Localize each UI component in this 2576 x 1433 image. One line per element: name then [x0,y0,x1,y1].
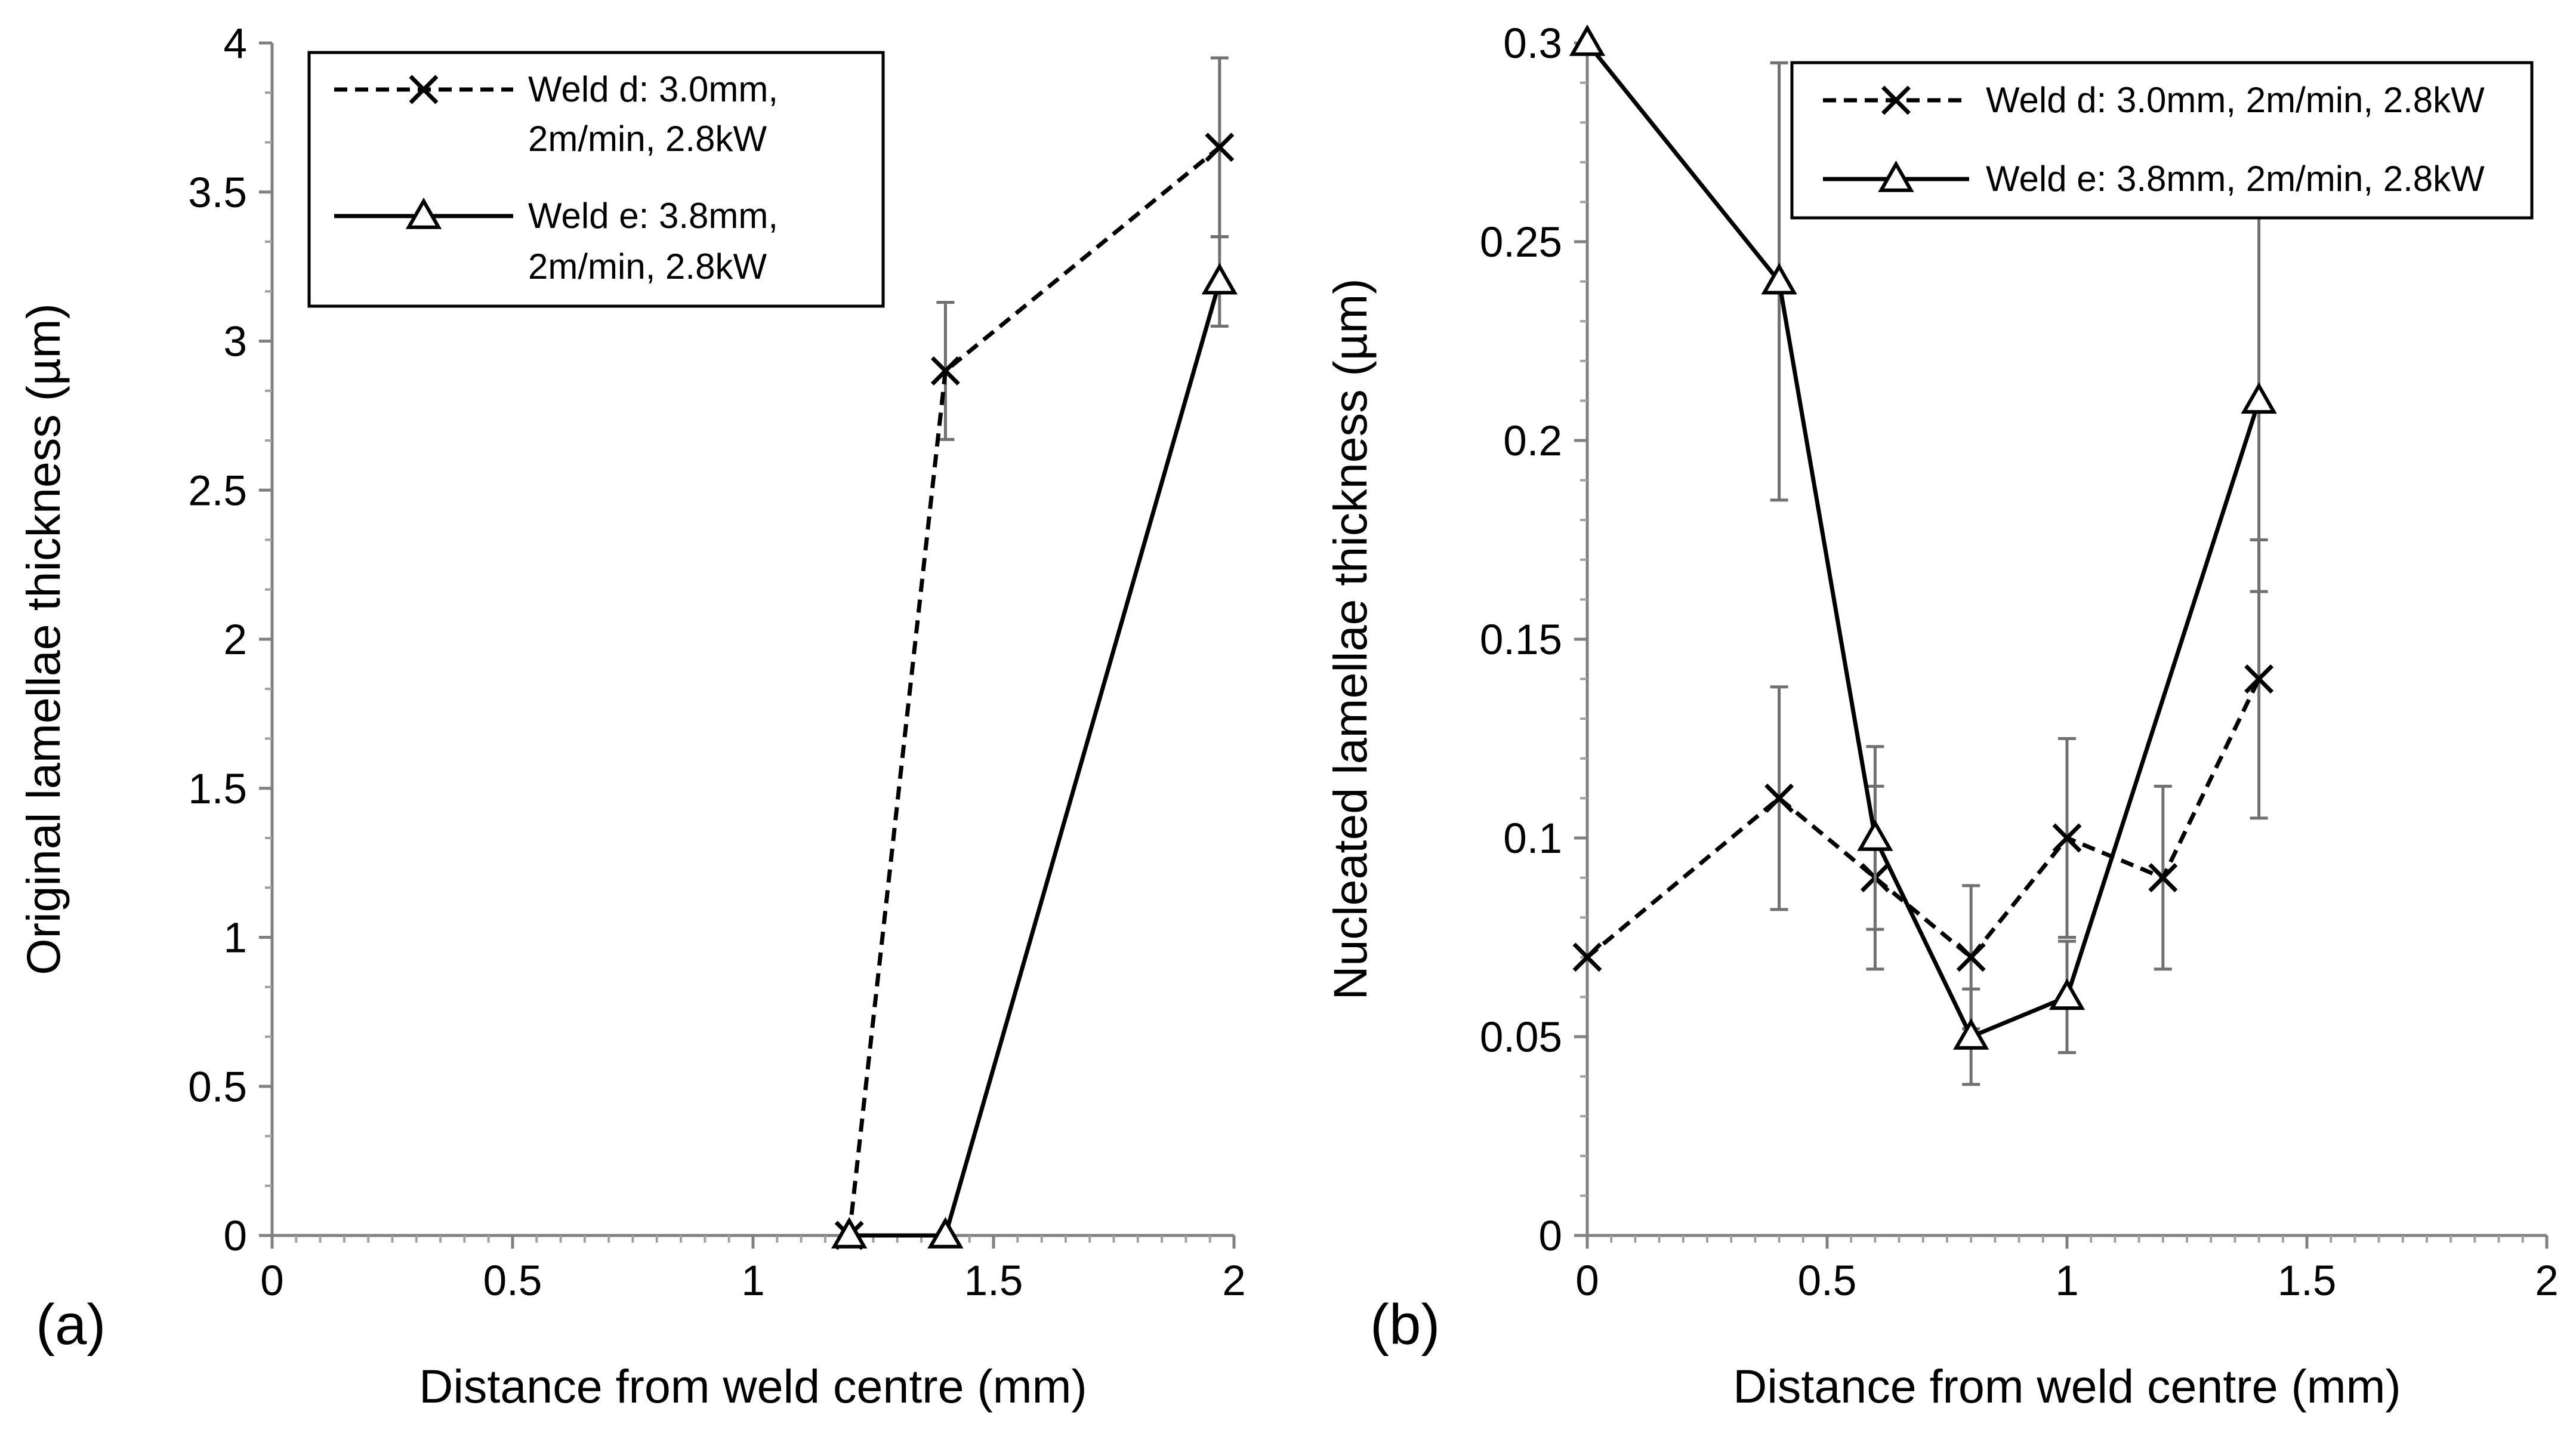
series-weld-e [1569,24,2277,1086]
triangle-marker [1878,160,1914,192]
triangle-marker [1857,819,1893,851]
x-tick-label: 1.5 [2278,1258,2337,1305]
x-tick-label: 1.5 [964,1258,1023,1305]
x-tick-label: 1 [741,1258,765,1305]
y-tick-label: 0.15 [1480,617,1562,664]
triangle-marker [1953,1018,1989,1050]
y-tick-label: 2 [224,617,248,664]
triangle-marker [405,197,442,229]
series-weld-e [831,235,1238,1249]
x-marker [1881,85,1911,115]
panel-label: (b) [1370,1293,1440,1357]
x-tick-label: 2 [2535,1258,2559,1305]
triangle-marker [1201,263,1238,295]
panel-label: (a) [36,1293,106,1357]
x-tick-label: 0 [1575,1258,1599,1305]
x-tick-label: 0.5 [483,1258,542,1305]
series-weld-d [1572,538,2274,1031]
triangle-marker [2241,382,2277,414]
y-tick-label: 0.05 [1480,1014,1562,1061]
legend-entry-label: Weld d: 3.0mm, 2m/min, 2.8kW [1986,80,2485,120]
y-tick-label: 0.1 [1503,815,1562,862]
chart-panel-b: 0 0.05 0.1 0.15 0.2 0.25 0.3 0 0.5 1 1.5 2 Distance … [1324,20,2559,1413]
y-axis-title: Original lamellae thickness (µm) [17,303,70,975]
chart-panel-a: 0 0.5 1 1.5 2 2.5 3 3.5 4 0 0.5 1 1.5 2 Distance from … [17,20,1246,1413]
legend-entry-label: 2m/min, 2.8kW [528,246,767,286]
legend-box [1790,61,2534,220]
x-marker [409,75,439,104]
series-line [849,281,1222,1238]
series-line [847,146,1221,1236]
x-marker [2052,823,2082,853]
x-tick-label: 0.5 [1798,1258,1857,1305]
triangle-marker [927,1216,964,1249]
legend: Weld d: 3.0mm, 2m/min, 2.8kW Weld e: 3.8m… [1790,61,2534,220]
legend-entry-label: 2m/min, 2.8kW [528,119,767,159]
legend-entry-label: Weld d: 3.0mm, [528,69,778,109]
x-marker [1764,783,1794,813]
y-tick-label: 0 [1539,1213,1563,1260]
x-marker [1205,132,1235,162]
y-tick-label: 0.25 [1480,219,1562,266]
y-tick-label: 4 [224,20,248,67]
x-marker [1956,942,1986,972]
x-marker [2244,664,2274,694]
y-tick-label: 1.5 [188,766,247,813]
legend-box [307,51,885,308]
x-tick-label: 1 [2055,1258,2079,1305]
triangle-marker [2049,978,2086,1010]
y-tick-label: 0.5 [188,1064,247,1111]
x-tick-label: 2 [1222,1258,1246,1305]
series-line [1585,678,2261,960]
triangle-marker [1569,24,1606,56]
y-tick-label: 0.3 [1503,20,1562,67]
x-marker [2148,863,2178,893]
legend: Weld d: 3.0mm, 2m/min, 2.8kW Weld e: 3.8mm… [307,51,885,308]
x-axis-title: Distance from weld centre (mm) [1733,1360,2401,1413]
legend-entry-label: Weld e: 3.8mm, [528,196,778,236]
x-marker [930,356,960,386]
series-line [1585,41,2261,1040]
y-tick-label: 3.5 [188,170,247,217]
triangle-marker [1761,263,1797,295]
x-tick-label: 0 [260,1258,284,1305]
y-tick-label: 2.5 [188,467,247,514]
y-tick-label: 1 [224,915,248,962]
legend-entry-label: Weld e: 3.8mm, 2m/min, 2.8kW [1986,159,2485,199]
x-axis-title: Distance from weld centre (mm) [419,1360,1087,1413]
y-axis-title: Nucleated lamellae thickness (µm) [1324,278,1377,1000]
y-tick-label: 0.2 [1503,418,1562,465]
x-marker [1572,942,1602,972]
y-tick-label: 3 [224,319,248,366]
series-weld-d [834,56,1235,1250]
triangle-marker [831,1216,868,1249]
y-tick-label: 0 [224,1213,248,1260]
